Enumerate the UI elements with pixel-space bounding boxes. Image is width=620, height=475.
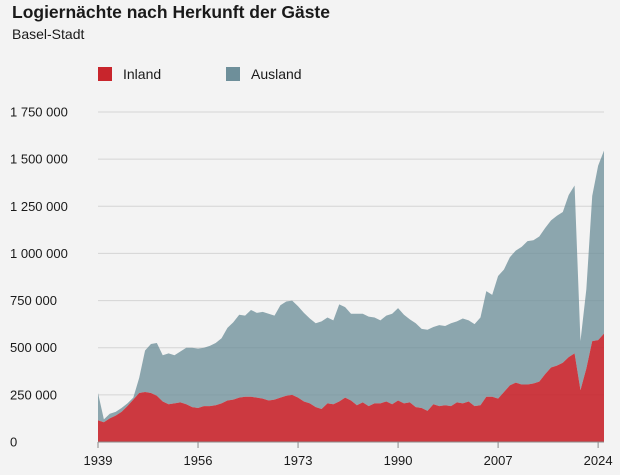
series-area-inland (98, 333, 604, 442)
legend-item-ausland: Ausland (226, 66, 302, 82)
x-tick-label: 1956 (184, 453, 213, 468)
x-tick-label: 2007 (484, 453, 513, 468)
y-tick-label: 750 000 (10, 293, 57, 308)
x-tick-label: 1939 (84, 453, 113, 468)
legend-swatch-ausland (226, 67, 240, 81)
x-tick-label: 1990 (384, 453, 413, 468)
y-tick-label: 1 250 000 (10, 199, 68, 214)
legend-label-inland: Inland (123, 66, 162, 82)
y-tick-label: 1 500 000 (10, 152, 68, 167)
y-tick-label: 500 000 (10, 340, 57, 355)
series-area-ausland (98, 150, 604, 423)
y-tick-label: 250 000 (10, 387, 57, 402)
y-tick-label: 1 000 000 (10, 246, 68, 261)
y-tick-label: 1 750 000 (10, 105, 68, 120)
chart-title: Logiernächte nach Herkunft der Gäste (12, 2, 330, 22)
y-tick-label: 0 (10, 435, 17, 450)
x-tick-label: 2024 (584, 453, 613, 468)
x-tick-label: 1973 (284, 453, 313, 468)
legend-item-inland: Inland (98, 66, 161, 82)
legend-swatch-inland (98, 67, 112, 81)
legend-label-ausland: Ausland (251, 66, 302, 82)
chart-subtitle: Basel-Stadt (12, 26, 85, 42)
